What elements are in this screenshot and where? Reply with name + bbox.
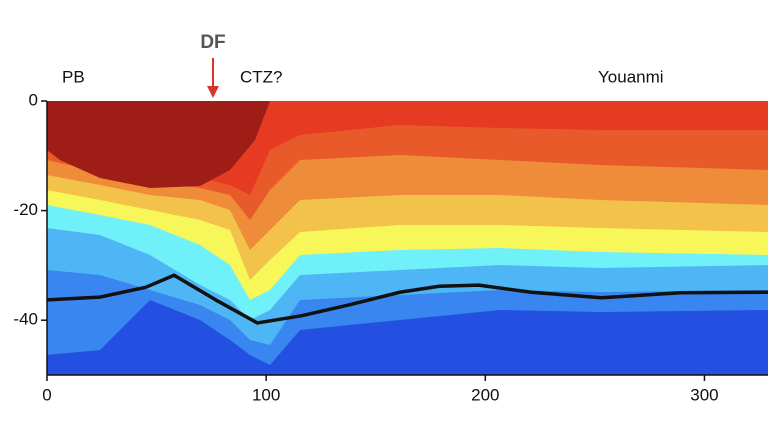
x-tick-label: 100 bbox=[252, 385, 280, 404]
moho-line bbox=[46, 273, 768, 325]
y-tick-label: -20 bbox=[13, 200, 38, 219]
annotation: CTZ? bbox=[240, 67, 283, 86]
band bbox=[47, 101, 270, 188]
velocity-section bbox=[47, 101, 768, 375]
y-tick-label: -40 bbox=[13, 310, 38, 329]
x-tick-label: 200 bbox=[471, 385, 499, 404]
arrow-head bbox=[207, 86, 219, 98]
annotation: Youanmi bbox=[598, 67, 664, 86]
annotation: DF bbox=[200, 32, 225, 53]
annotation: PB bbox=[62, 67, 85, 86]
x-tick-label: 300 bbox=[690, 385, 718, 404]
y-tick-label: 0 bbox=[29, 90, 38, 109]
x-tick-label: 0 bbox=[42, 385, 51, 404]
